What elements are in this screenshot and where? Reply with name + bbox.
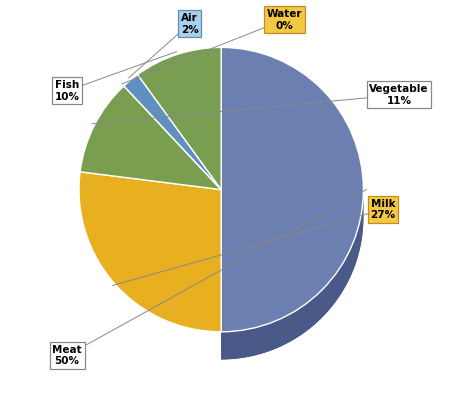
Polygon shape [221,190,364,359]
Text: Milk
27%: Milk 27% [371,199,396,220]
Wedge shape [124,86,221,190]
Wedge shape [80,86,221,190]
Wedge shape [79,172,221,332]
Wedge shape [221,47,364,332]
Text: Water
0%: Water 0% [267,9,302,30]
Wedge shape [124,75,221,190]
Wedge shape [124,75,221,190]
Wedge shape [124,86,221,190]
Polygon shape [221,190,364,359]
Text: Vegetable
11%: Vegetable 11% [369,84,428,105]
Wedge shape [80,86,221,190]
Text: Air
2%: Air 2% [181,13,199,34]
Wedge shape [137,47,221,190]
Wedge shape [79,172,221,332]
Wedge shape [137,47,221,190]
Text: Fish
10%: Fish 10% [55,80,80,102]
Text: Meat
50%: Meat 50% [52,345,82,366]
Wedge shape [221,47,364,332]
